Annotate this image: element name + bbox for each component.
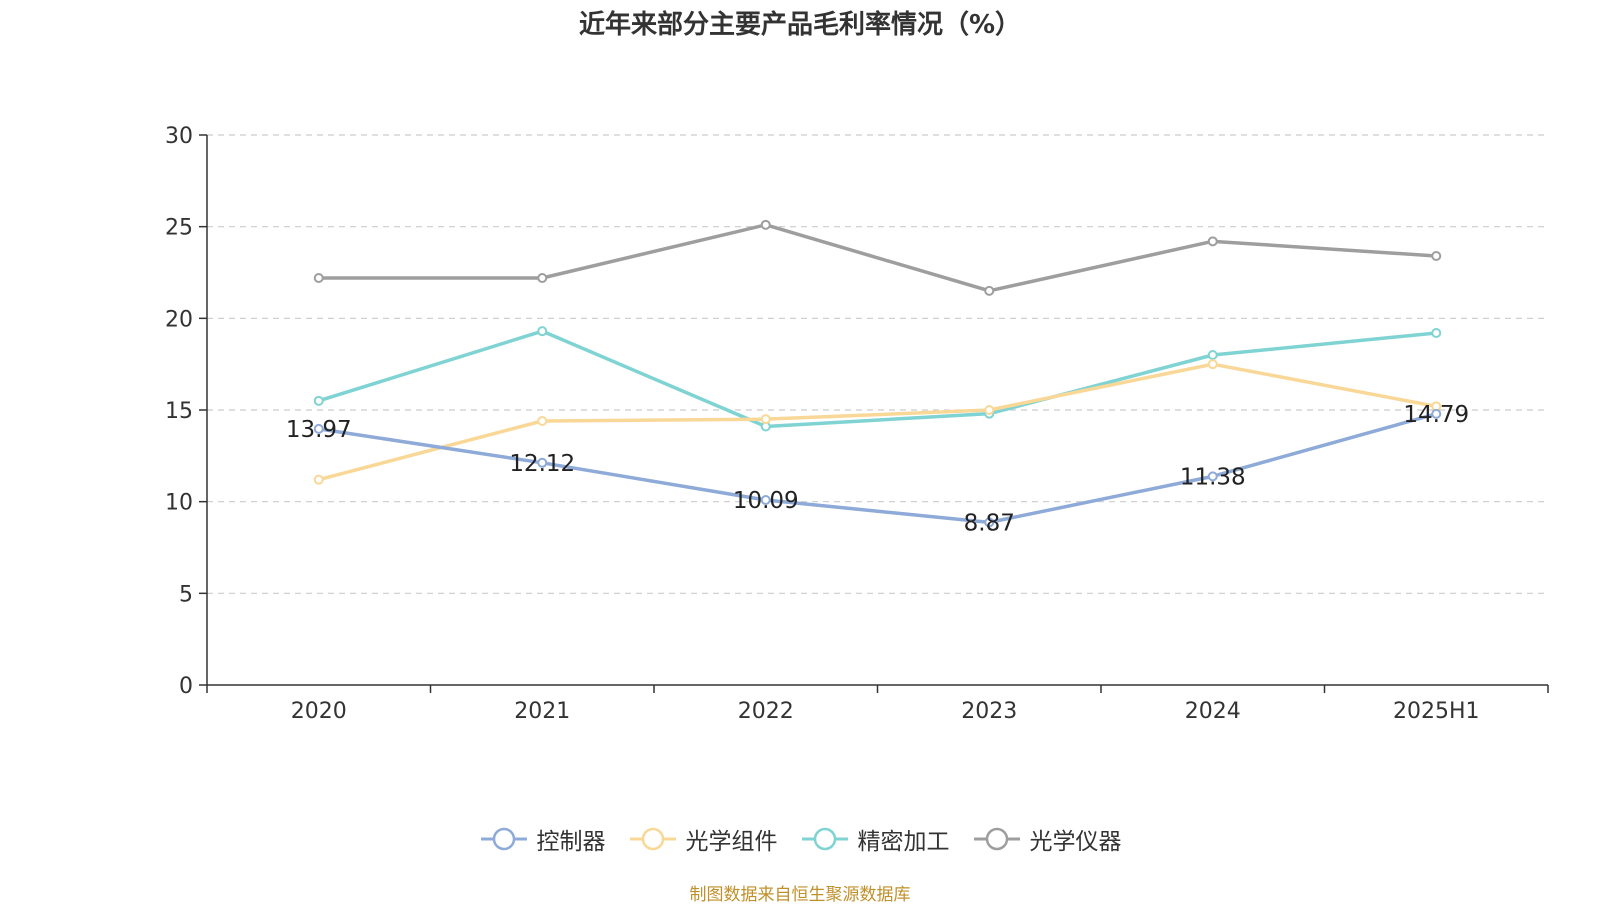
data-labels: 13.97 12.12 10.09 8.87 11.38 14.79: [286, 402, 1469, 537]
series-lines: [313, 219, 1442, 528]
y-tick-label: 30: [165, 124, 193, 149]
x-tick-label: 2024: [1185, 699, 1241, 724]
legend-label: 光学组件: [685, 829, 778, 855]
data-point: [760, 219, 771, 230]
legend-swatch: [973, 827, 1020, 851]
series-line-3: [318, 329, 1437, 429]
x-tick-label: 2023: [961, 699, 1017, 724]
legend-label: 光学仪器: [1029, 829, 1122, 855]
data-label: 11.38: [1180, 464, 1246, 490]
data-point: [984, 405, 995, 415]
y-tick-label: 25: [165, 216, 193, 241]
x-tick-label: 2022: [738, 699, 794, 724]
legend-swatch: [629, 827, 676, 851]
series-line-4: [318, 223, 1437, 293]
legend-swatch-marker: [985, 827, 1008, 851]
series-line-2: [318, 362, 1437, 482]
data-label: 13.97: [286, 417, 352, 443]
x-tick-label: 2025H1: [1393, 699, 1480, 724]
source-note: 制图数据来自恒生聚源数据库: [689, 885, 911, 905]
data-point: [1207, 359, 1218, 370]
data-point: [1431, 328, 1442, 338]
data-point: [537, 273, 548, 283]
y-tick-label: 20: [165, 307, 193, 332]
data-point: [537, 457, 548, 468]
data-point: [1431, 251, 1442, 261]
data-label: 10.09: [733, 488, 799, 514]
legend-swatch-marker: [641, 827, 664, 851]
legend-swatch: [801, 827, 848, 851]
x-tick-label: 2021: [514, 699, 570, 724]
y-tick-label: 15: [165, 399, 193, 424]
axes: 0 5 10 15 20 25 30 2020 2021 2022 2023 2024 2025H1: [165, 124, 1549, 724]
legend-swatch: [480, 827, 527, 851]
data-label: 8.87: [964, 510, 1015, 536]
data-point: [760, 414, 771, 425]
series-line-1: [318, 412, 1437, 525]
legend-label: 控制器: [536, 829, 606, 855]
data-point: [1207, 350, 1218, 360]
data-point: [1207, 471, 1218, 482]
legend-swatch-marker: [813, 827, 836, 851]
data-point: [1207, 236, 1218, 247]
legend-label: 精密加工: [857, 829, 950, 855]
data-point: [313, 395, 324, 406]
legend: 控制器 光学组件 精密加工 光学仪器: [0, 822, 1600, 856]
data-point: [1431, 408, 1442, 419]
legend-swatch-marker: [492, 827, 515, 851]
x-tick-label: 2020: [291, 699, 347, 724]
legend-item[interactable]: 控制器: [479, 822, 606, 856]
legend-item[interactable]: 光学组件: [628, 822, 778, 856]
legend-item[interactable]: 精密加工: [800, 822, 950, 856]
data-point: [984, 285, 995, 296]
y-tick-label: 5: [179, 582, 193, 607]
chart-title: 近年来部分主要产品毛利率情况（%）: [578, 10, 1022, 40]
data-point: [313, 474, 324, 485]
data-point: [313, 423, 324, 434]
grid-lines: [207, 134, 1548, 594]
y-tick-label: 0: [179, 674, 193, 699]
data-point: [537, 416, 548, 426]
data-point: [760, 495, 771, 506]
data-label: 12.12: [509, 451, 575, 477]
legend-item[interactable]: 光学仪器: [972, 822, 1122, 856]
y-tick-label: 10: [165, 491, 193, 516]
data-label: 14.79: [1403, 402, 1469, 428]
data-point: [313, 273, 324, 283]
data-point: [537, 326, 548, 337]
data-point: [984, 517, 995, 528]
